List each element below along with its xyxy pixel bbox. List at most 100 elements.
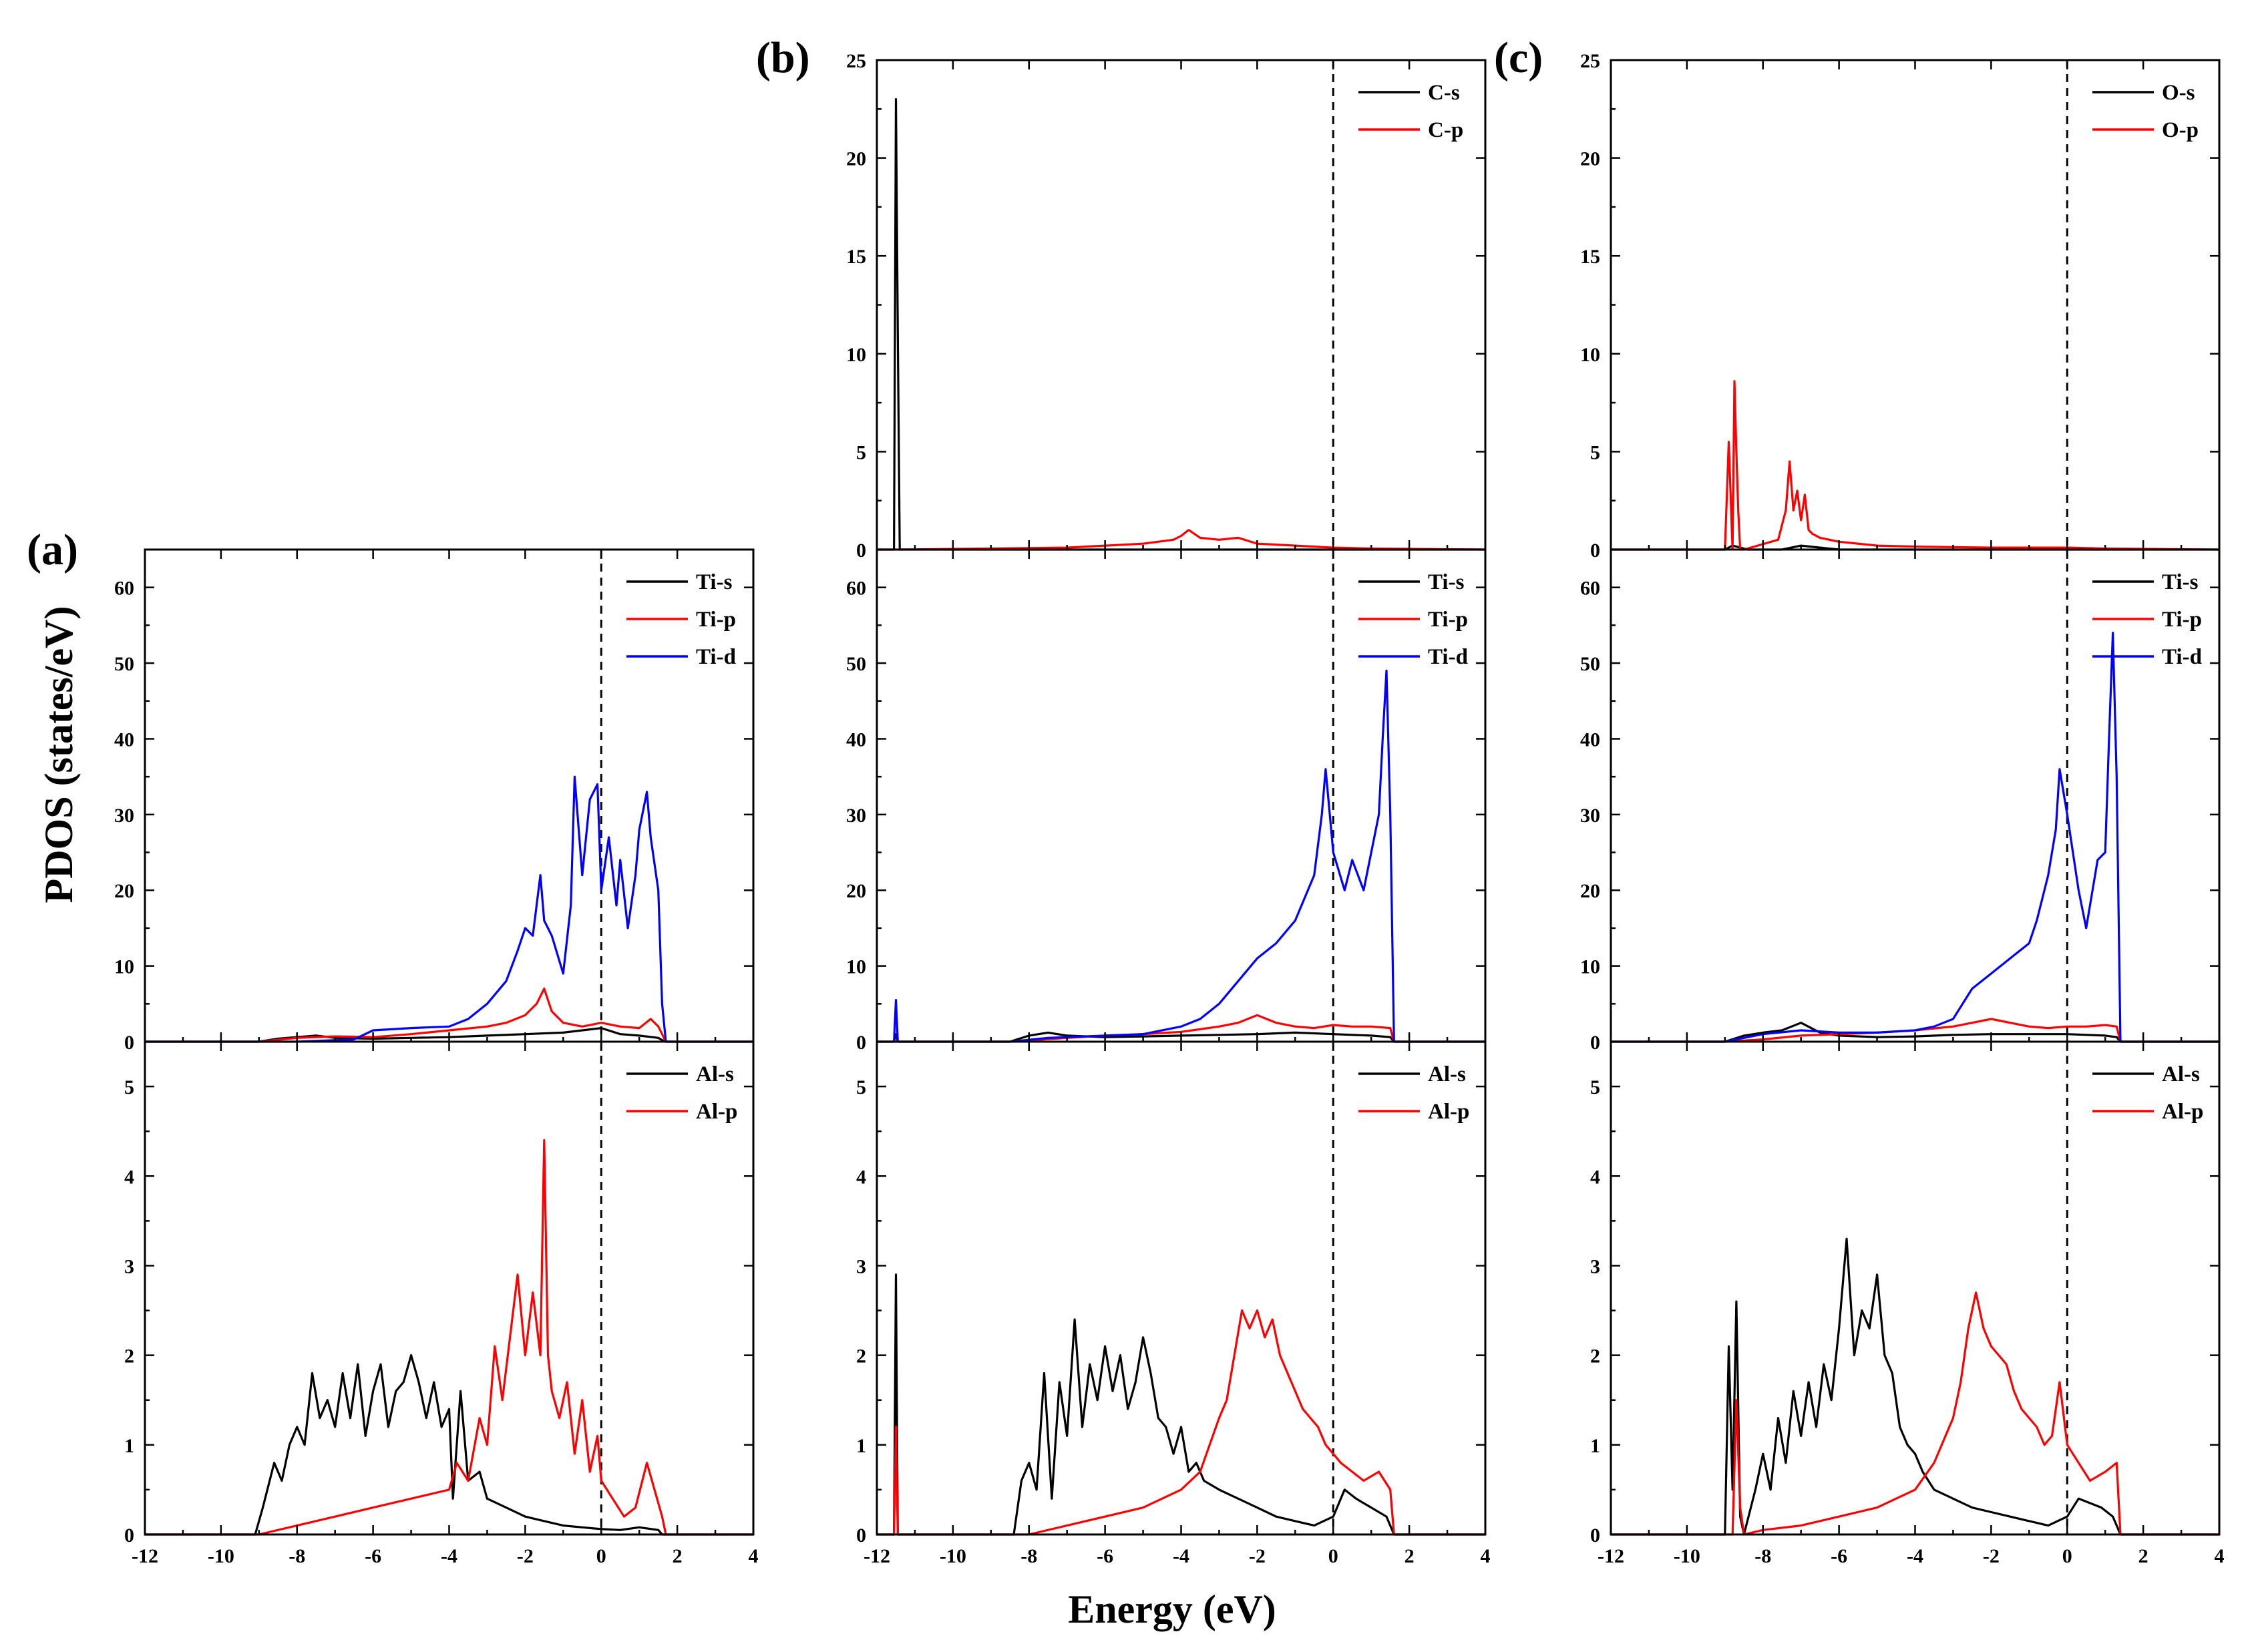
legend-label-al-s: Al-s <box>2162 1062 2200 1086</box>
y-tick-label: 40 <box>1580 729 1600 751</box>
y-tick-label: 40 <box>846 729 866 751</box>
y-tick-label: 0 <box>856 540 866 562</box>
x-tick-label: -12 <box>864 1545 890 1567</box>
panel-label: (b) <box>756 33 810 82</box>
legend-label-al-p: Al-p <box>2162 1100 2203 1124</box>
x-tick-label: -8 <box>289 1545 305 1567</box>
y-tick-label: 30 <box>846 805 866 827</box>
x-tick-label: 0 <box>596 1545 606 1567</box>
y-tick-label: 20 <box>846 880 866 902</box>
series-ti-d-line <box>877 669 1485 1043</box>
panel-c-al: -12 -10 -8 -6 -4 -2 0 2 4 0 1 2 3 4 5 Al-s Al-p <box>1590 1040 2225 1567</box>
y-tick-label: 0 <box>1590 1524 1600 1546</box>
x-tick-label: 2 <box>2138 1545 2148 1567</box>
legend-label-ti-p: Ti-p <box>696 608 736 632</box>
y-tick-label: 25 <box>846 50 866 72</box>
y-tick-label: 5 <box>124 1076 134 1098</box>
x-tick-label: -8 <box>1754 1545 1771 1567</box>
x-tick-label: 4 <box>2215 1545 2225 1567</box>
series-al-s-line <box>1611 1237 2219 1536</box>
legend-label-ti-s: Ti-s <box>2162 570 2199 594</box>
y-tick-label: 4 <box>1590 1166 1600 1188</box>
legend-label-al-s: Al-s <box>1428 1062 1466 1086</box>
y-tick-label: 20 <box>846 148 866 170</box>
legend-label-o-p: O-p <box>2162 118 2199 142</box>
series-ti-d-line <box>1611 632 2219 1043</box>
y-tick-label: 60 <box>1580 578 1600 600</box>
y-tick-label: 10 <box>114 956 134 978</box>
x-tick-label: -6 <box>1831 1545 1847 1567</box>
legend-label-c-p: C-p <box>1428 118 1463 142</box>
panel-label: (a) <box>27 526 78 574</box>
x-tick-label: -2 <box>517 1545 534 1567</box>
y-tick-label: 50 <box>1580 653 1600 675</box>
y-tick-label: 1 <box>856 1435 866 1457</box>
series-al-p-line <box>877 1309 1485 1536</box>
series-al-s-line <box>877 1273 1485 1536</box>
y-tick-label: 20 <box>1580 148 1600 170</box>
series-al-p-line <box>145 1139 753 1536</box>
y-tick-label: 1 <box>1590 1435 1600 1457</box>
legend-label-ti-p: Ti-p <box>1428 608 1468 632</box>
x-tick-label: 0 <box>2062 1545 2072 1567</box>
x-tick-label: -4 <box>1907 1545 1923 1567</box>
series-o-p-line <box>1611 380 2220 551</box>
y-tick-label: 50 <box>114 653 134 675</box>
panel-a-ti: 0 10 20 30 40 50 60 Ti-s Ti-p Ti-d (a) <box>27 526 755 1054</box>
y-tick-label: 5 <box>1590 1076 1600 1098</box>
y-tick-label: 0 <box>856 1032 866 1054</box>
x-tick-label: -6 <box>1097 1545 1113 1567</box>
y-tick-label: 10 <box>846 956 866 978</box>
legend-label-al-p: Al-p <box>696 1100 737 1124</box>
x-tick-label: -12 <box>1598 1545 1624 1567</box>
series-al-p-line <box>1611 1291 2219 1536</box>
y-tick-label: 15 <box>846 246 866 268</box>
x-tick-label: 0 <box>1328 1545 1338 1567</box>
y-tick-label: 40 <box>114 729 134 751</box>
x-tick-label: -2 <box>1249 1545 1266 1567</box>
panel-label: (c) <box>1494 33 1543 82</box>
x-tick-label: 4 <box>749 1545 759 1567</box>
legend-label-c-s: C-s <box>1428 81 1460 105</box>
x-tick-label: -10 <box>940 1545 966 1567</box>
y-tick-label: 1 <box>124 1435 134 1457</box>
legend-label-ti-s: Ti-s <box>1428 570 1465 594</box>
y-tick-label: 5 <box>856 1076 866 1098</box>
legend-label-ti-d: Ti-d <box>1428 645 1468 669</box>
panel-b-al: -12 -10 -8 -6 -4 -2 0 2 4 0 1 2 3 4 5 Al-s Al-p <box>856 1040 1491 1567</box>
legend-label-ti-d: Ti-d <box>696 645 736 669</box>
y-tick-label: 25 <box>1580 50 1600 72</box>
y-tick-label: 60 <box>846 578 866 600</box>
y-tick-label: 20 <box>114 880 134 902</box>
legend-label-ti-d: Ti-d <box>2162 645 2202 669</box>
legend-label-ti-s: Ti-s <box>696 570 733 594</box>
y-tick-label: 30 <box>114 805 134 827</box>
y-tick-label: 3 <box>856 1255 866 1277</box>
y-tick-label: 2 <box>856 1346 866 1368</box>
x-tick-label: -4 <box>441 1545 457 1567</box>
x-tick-label: 2 <box>1405 1545 1415 1567</box>
x-tick-label: -10 <box>208 1545 234 1567</box>
y-tick-label: 10 <box>1580 956 1600 978</box>
series-ti-p-line <box>1611 1018 2219 1043</box>
x-tick-label: -2 <box>1983 1545 2000 1567</box>
y-tick-label: 3 <box>124 1255 134 1277</box>
y-tick-label: 5 <box>856 441 866 463</box>
y-tick-label: 60 <box>114 578 134 600</box>
y-tick-label: 15 <box>1580 246 1600 268</box>
legend-label-al-p: Al-p <box>1428 1100 1469 1124</box>
y-tick-label: 20 <box>1580 880 1600 902</box>
y-tick-label: 4 <box>124 1166 134 1188</box>
x-tick-label: -4 <box>1173 1545 1189 1567</box>
x-tick-label: -6 <box>365 1545 381 1567</box>
y-tick-label: 2 <box>1590 1346 1600 1368</box>
x-tick-label: -10 <box>1674 1545 1700 1567</box>
legend-label-o-s: O-s <box>2162 81 2195 105</box>
y-tick-label: 0 <box>124 1524 134 1546</box>
y-tick-label: 0 <box>124 1032 134 1054</box>
legend-label-al-s: Al-s <box>696 1062 734 1086</box>
y-axis-title: PDOS (states/eV) <box>37 606 81 903</box>
x-tick-label: 2 <box>673 1545 683 1567</box>
